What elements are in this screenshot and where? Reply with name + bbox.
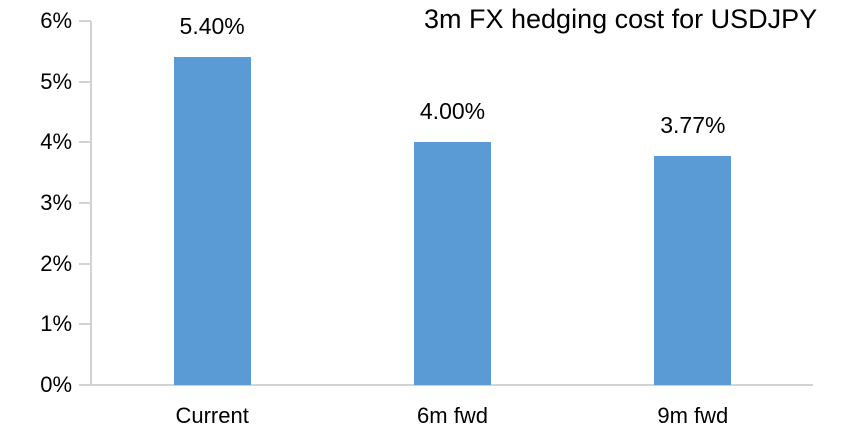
x-axis-category-label: 9m fwd xyxy=(657,403,729,428)
y-axis-line xyxy=(90,21,92,386)
y-axis-tick-label: 0% xyxy=(40,372,72,397)
x-axis-category-label: Current xyxy=(175,403,249,428)
y-axis-tick-mark xyxy=(79,20,91,22)
bar xyxy=(654,156,732,385)
y-axis-tick-label: 1% xyxy=(40,311,72,337)
y-axis-tick-mark xyxy=(79,323,91,326)
bar xyxy=(173,57,251,385)
x-axis-line xyxy=(90,384,813,386)
y-axis-tick-label: 5% xyxy=(40,68,72,94)
bar-value-label: 3.77% xyxy=(660,112,726,139)
x-axis-category-label: 6m fwd xyxy=(417,403,488,428)
chart-title: 3m FX hedging cost for USDJPY xyxy=(424,4,818,34)
bar-value-label: 5.40% xyxy=(179,13,245,40)
y-axis-tick-mark xyxy=(79,202,91,204)
y-axis-tick-label: 4% xyxy=(40,129,72,155)
y-axis-tick-label: 6% xyxy=(40,8,72,33)
y-axis-tick-mark xyxy=(79,80,91,83)
y-axis-tick-mark xyxy=(79,262,91,265)
bar-value-label: 4.00% xyxy=(419,98,486,125)
y-axis-tick-label: 3% xyxy=(40,190,72,215)
bar xyxy=(414,142,491,385)
y-axis-tick-mark xyxy=(79,384,91,386)
y-axis-tick-label: 2% xyxy=(40,250,72,276)
y-axis-tick-mark xyxy=(79,141,91,144)
